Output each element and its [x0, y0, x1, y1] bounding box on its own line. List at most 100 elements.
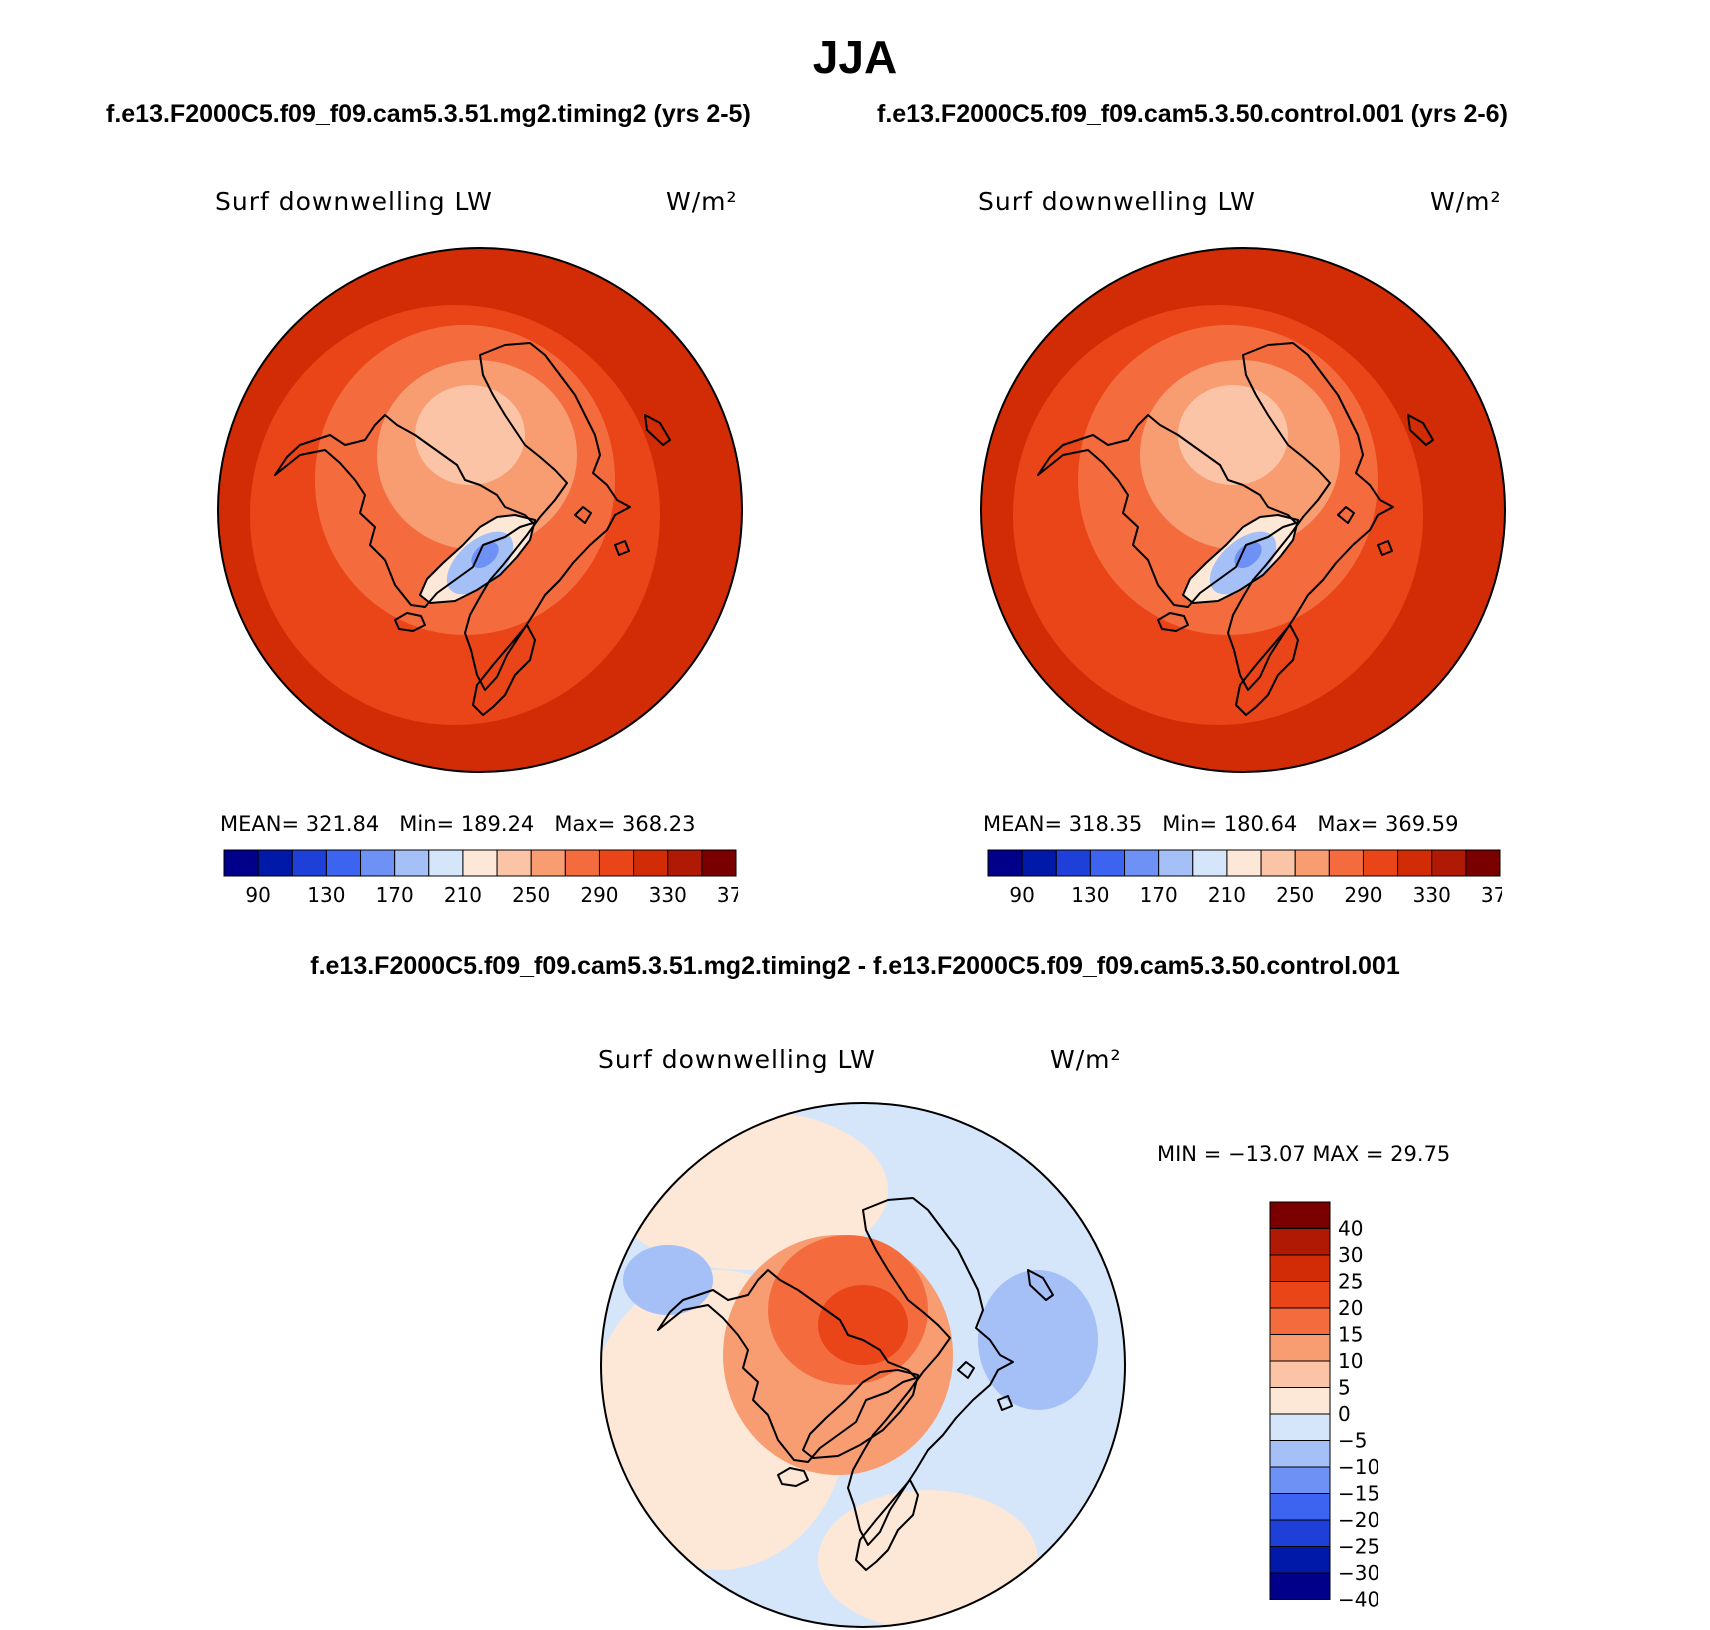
colorbar-label: 370 — [717, 883, 738, 907]
map-field — [601, 1103, 1125, 1627]
coastline-greenland — [802, 1369, 919, 1459]
colorbar-label: −40 — [1338, 1588, 1378, 1612]
coastlines — [1037, 342, 1434, 716]
colorbar-box — [1269, 1334, 1331, 1362]
colorbar-label: 20 — [1338, 1296, 1363, 1320]
colorbar-label: 170 — [1140, 883, 1178, 907]
panel2-max: 369.59 — [1385, 812, 1459, 836]
colorbar-box — [291, 849, 327, 877]
coastlines — [274, 342, 671, 716]
case-subtitle-right: f.e13.F2000C5.f09_f09.cam5.3.50.control.… — [877, 100, 1508, 128]
colorbar-box — [223, 849, 259, 877]
coastline-scandinavia — [472, 624, 536, 716]
colorbar-label: 40 — [1338, 1217, 1363, 1241]
figure-title: JJA — [812, 31, 898, 83]
colorbar-box — [1269, 1228, 1331, 1256]
colorbar-label: −30 — [1338, 1561, 1378, 1585]
case-subtitle-left: f.e13.F2000C5.f09_f09.cam5.3.51.mg2.timi… — [106, 100, 751, 128]
panel1-variable: Surf downwelling LW — [215, 187, 493, 216]
map-field — [981, 248, 1505, 772]
difference-polar-map — [600, 1102, 1126, 1628]
colorbar-box — [325, 849, 362, 877]
coastline-eurasia — [847, 1197, 1014, 1546]
panel1-max: 368.23 — [622, 812, 696, 836]
colorbar-box — [1269, 1519, 1331, 1547]
colorbar-box — [987, 849, 1023, 877]
colorbar-box — [462, 849, 498, 877]
colorbar-box — [1260, 849, 1296, 877]
coastline-scandinavia — [855, 1479, 919, 1571]
coastline-islands — [1337, 414, 1434, 556]
colorbar-label: −15 — [1338, 1482, 1378, 1506]
panel2-stats: MEAN= 318.35 Min= 180.64 Max= 369.59 — [983, 812, 1459, 836]
coastline-islands — [957, 1269, 1054, 1411]
diff-variable: Surf downwelling LW — [598, 1045, 876, 1074]
colorbar-label: 170 — [376, 883, 414, 907]
coastline-islands — [574, 414, 671, 556]
colorbar-box — [1192, 849, 1228, 877]
colorbar-label: 370 — [1481, 883, 1502, 907]
panel1-colorbar: 90 130 170 210 250 290 330 370 — [223, 849, 738, 907]
colorbar-box — [1269, 1281, 1331, 1309]
colorbar-box — [1465, 849, 1501, 877]
colorbar-box — [1269, 1572, 1331, 1600]
panel1-min-label: Min= — [399, 812, 455, 836]
colorbar-label: 250 — [512, 883, 550, 907]
panel2-variable: Surf downwelling LW — [978, 187, 1256, 216]
colorbar-box — [1269, 1254, 1331, 1282]
colorbar-box — [1269, 1201, 1331, 1229]
colorbar-box — [1226, 849, 1262, 877]
panel1-polar-map — [217, 247, 743, 773]
colorbar-box — [1021, 849, 1057, 877]
coastline-canada — [274, 414, 534, 608]
field-greenland-core — [1234, 541, 1262, 569]
colorbar-label: −25 — [1338, 1535, 1378, 1559]
colorbar-label: 330 — [649, 883, 687, 907]
colorbar-box — [1269, 1493, 1331, 1521]
diff-minmax: MIN = −13.07 MAX = 29.75 — [1157, 1142, 1451, 1166]
colorbar-box — [598, 849, 635, 877]
colorbar-box — [1328, 849, 1364, 877]
coastline-scandinavia — [1235, 624, 1299, 716]
colorbar-label: 210 — [444, 883, 482, 907]
colorbar-box — [633, 849, 669, 877]
panel2-colorbar: 90 130 170 210 250 290 330 370 — [987, 849, 1502, 907]
panel2-mean: 318.35 — [1068, 812, 1143, 836]
colorbar-box — [1269, 1360, 1331, 1388]
panel2-max-label: Max= — [1317, 812, 1379, 836]
coastline-eurasia — [464, 342, 631, 691]
map-field — [218, 248, 742, 772]
field-diff-warm-s — [818, 1490, 1038, 1627]
coastline-canada — [1037, 414, 1297, 608]
colorbar-label: 30 — [1338, 1243, 1363, 1267]
colorbar-box — [1158, 849, 1194, 877]
field-pole-core — [1178, 385, 1288, 485]
colorbar-label: 130 — [1071, 883, 1109, 907]
colorbar-label: −5 — [1338, 1429, 1367, 1453]
field-greenland-core — [471, 541, 499, 569]
colorbar-box — [1269, 1440, 1331, 1468]
colorbar-box — [1269, 1307, 1331, 1335]
coastline-iceland — [777, 1467, 809, 1487]
colorbar-label: 290 — [580, 883, 618, 907]
difference-title: f.e13.F2000C5.f09_f09.cam5.3.51.mg2.timi… — [310, 952, 1400, 980]
colorbar-box — [1294, 849, 1330, 877]
colorbar-label: 90 — [1009, 883, 1034, 907]
field-diff-blue-e — [978, 1270, 1098, 1410]
colorbar-label: 330 — [1413, 883, 1451, 907]
panel2-polar-map — [980, 247, 1506, 773]
colorbar-label: 130 — [307, 883, 345, 907]
coastlines — [657, 1197, 1054, 1571]
colorbar-box — [1089, 849, 1126, 877]
colorbar-box — [1269, 1387, 1331, 1415]
colorbar-box — [564, 849, 600, 877]
colorbar-box — [1431, 849, 1467, 877]
colorbar-label: 0 — [1338, 1402, 1351, 1426]
colorbar-label: 250 — [1276, 883, 1314, 907]
panel1-mean: 321.84 — [305, 812, 380, 836]
coastline-iceland — [394, 612, 426, 632]
coastline-canada — [657, 1269, 917, 1463]
diff-units: W/m² — [1050, 1045, 1122, 1074]
coastline-greenland — [1182, 514, 1299, 604]
